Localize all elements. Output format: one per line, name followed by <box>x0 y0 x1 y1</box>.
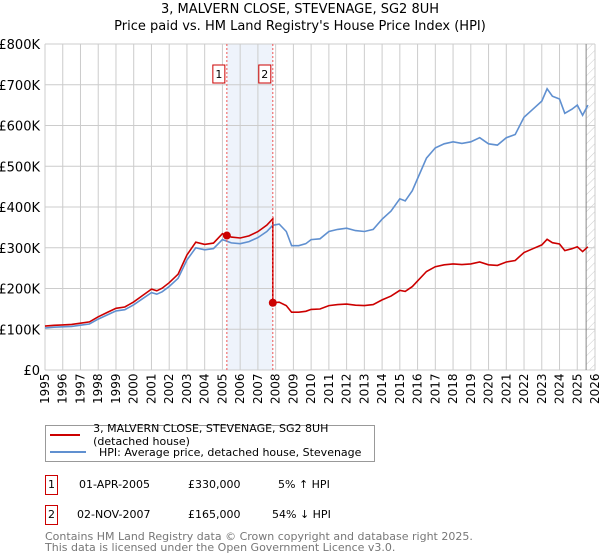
legend-label-hpi: HPI: Average price, detached house, Stev… <box>99 445 362 459</box>
sale-point <box>268 298 277 307</box>
x-tick-label: 2017 <box>428 373 442 404</box>
hpi-line <box>44 87 589 329</box>
x-tick-label: 2013 <box>357 373 371 404</box>
x-tick-label: 2004 <box>198 373 212 404</box>
x-tick-label: 2021 <box>499 373 513 404</box>
sale-label-box <box>258 64 272 84</box>
footer: Contains HM Land Registry data © Crown c… <box>45 531 473 553</box>
x-tick-label: 2016 <box>411 373 425 404</box>
x-tick-label: 2020 <box>482 373 496 404</box>
transaction-marker: 2 <box>45 505 58 525</box>
x-tick-label: 2001 <box>144 373 158 404</box>
transaction-date: 01-APR-2005 <box>79 478 151 491</box>
transaction-price: £330,000 <box>188 478 241 491</box>
x-tick-label: 2014 <box>375 373 389 404</box>
legend-swatch-blue <box>50 451 86 453</box>
sale-label-box <box>212 64 226 84</box>
y-tick-label: £400K <box>0 201 40 216</box>
x-tick-label: 1996 <box>56 373 70 404</box>
property-line <box>44 216 589 327</box>
x-tick-label: 1997 <box>73 373 87 404</box>
y-tick-label: £0 <box>23 364 40 379</box>
x-tick-label: 2024 <box>553 373 567 404</box>
x-tick-label: 2005 <box>215 373 229 404</box>
x-tick-label: 2011 <box>322 373 336 404</box>
sale-label: 2 <box>261 68 268 81</box>
x-tick-label: 2022 <box>517 373 531 404</box>
x-tick-label: 2006 <box>233 373 247 404</box>
x-tick-label: 2015 <box>393 373 407 404</box>
x-tick-label: 2002 <box>162 373 176 404</box>
legend-item-property: 3, MALVERN CLOSE, STEVENAGE, SG2 8UH (de… <box>46 422 374 448</box>
x-tick-label: 2008 <box>269 373 283 404</box>
x-tick-label: 1999 <box>109 373 123 404</box>
x-tick-label: 2012 <box>340 373 354 404</box>
x-tick-label: 1998 <box>91 373 105 404</box>
legend-item-hpi: HPI: Average price, detached house, Stev… <box>46 444 361 460</box>
y-tick-label: £600K <box>0 120 40 135</box>
sale-label: 1 <box>215 68 222 81</box>
x-tick-label: 2010 <box>304 373 318 404</box>
y-tick-label: £700K <box>0 79 40 94</box>
transaction-date: 02-NOV-2007 <box>77 508 151 521</box>
legend-swatch-red <box>50 434 81 436</box>
transaction-hpi-diff: 5% ↑ HPI <box>278 478 330 491</box>
x-tick-label: 2019 <box>464 373 478 404</box>
x-tick-label: 1995 <box>38 373 52 404</box>
legend-label-property: 3, MALVERN CLOSE, STEVENAGE, SG2 8UH (de… <box>93 422 329 448</box>
x-tick-label: 2009 <box>286 373 300 404</box>
chart-title: 3, MALVERN CLOSE, STEVENAGE, SG2 8UH <box>160 2 440 17</box>
sale-point <box>222 231 231 240</box>
footer-line-2: This data is licensed under the Open Gov… <box>45 541 396 554</box>
legend: 3, MALVERN CLOSE, STEVENAGE, SG2 8UH (de… <box>45 422 375 462</box>
y-tick-label: £300K <box>0 242 40 257</box>
y-tick-label: £500K <box>0 160 40 175</box>
x-tick-label: 2025 <box>570 373 584 404</box>
x-tick-label: 2018 <box>446 373 460 404</box>
transaction-price: £165,000 <box>188 508 241 521</box>
transaction-hpi-diff: 54% ↓ HPI <box>272 508 331 521</box>
chart-subtitle: Price paid vs. HM Land Registry's House … <box>114 19 486 34</box>
x-tick-label: 2023 <box>535 373 549 404</box>
transaction-marker: 1 <box>45 475 58 495</box>
y-tick-label: £200K <box>0 283 40 298</box>
price-chart: 1 2 £0 £100K £200K £300K £400K £500K £600K £700K £… <box>0 38 600 404</box>
x-tick-label: 2003 <box>180 373 194 404</box>
x-tick-label: 2000 <box>127 373 141 404</box>
x-tick-label: 2026 <box>588 373 600 404</box>
footer-line-1: Contains HM Land Registry data © Crown c… <box>45 530 473 543</box>
y-tick-label: £100K <box>0 323 40 338</box>
y-tick-label: £800K <box>0 38 40 53</box>
x-tick-label: 2007 <box>251 373 265 404</box>
transaction-row: 1 01-APR-2005 £330,000 5% ↑ HPI <box>45 475 600 495</box>
transaction-row: 2 02-NOV-2007 £165,000 54% ↓ HPI <box>45 505 600 525</box>
